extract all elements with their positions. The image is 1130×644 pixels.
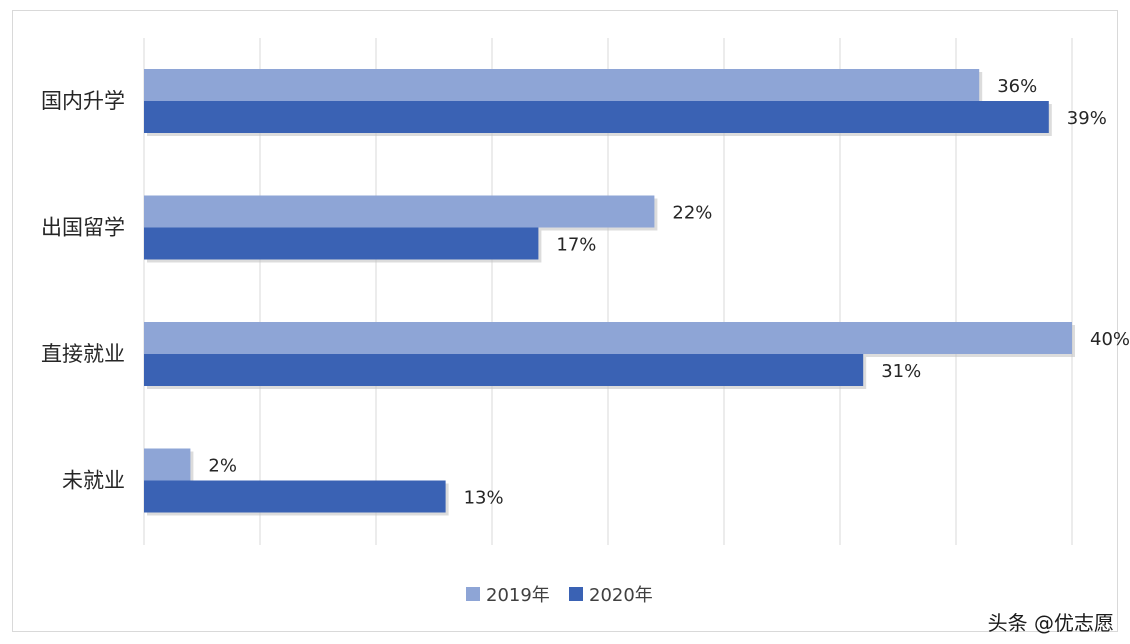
category-label: 国内升学 bbox=[41, 89, 125, 113]
bar bbox=[144, 448, 191, 481]
data-label: 22% bbox=[672, 203, 712, 224]
label-group: 国内升学 36% 39% 出国留学 22% 17% 直接就业 40% 31% 未就业 2% 13% bbox=[41, 76, 1130, 509]
legend-label: 2019年 bbox=[486, 585, 550, 606]
watermark-credit: 头条 @优志愿 bbox=[987, 611, 1114, 635]
bar bbox=[144, 101, 1049, 133]
bar-group bbox=[144, 69, 1075, 516]
data-label: 40% bbox=[1090, 329, 1130, 350]
data-label: 31% bbox=[881, 361, 921, 382]
bar bbox=[144, 480, 446, 513]
legend-swatch bbox=[466, 587, 480, 601]
data-label: 17% bbox=[556, 235, 596, 256]
category-label: 未就业 bbox=[62, 469, 125, 493]
category-label: 出国留学 bbox=[41, 216, 125, 240]
bar bbox=[144, 322, 1072, 354]
data-label: 2% bbox=[208, 456, 237, 477]
data-label: 39% bbox=[1067, 108, 1107, 129]
category-label: 直接就业 bbox=[41, 342, 125, 366]
bar bbox=[144, 195, 655, 228]
legend: 2019年 2020年 bbox=[466, 585, 653, 606]
legend-label: 2020年 bbox=[589, 585, 653, 606]
data-label: 13% bbox=[464, 488, 504, 509]
legend-swatch bbox=[569, 587, 583, 601]
bar bbox=[144, 227, 539, 260]
chart-frame bbox=[12, 10, 1118, 632]
bar bbox=[144, 69, 980, 101]
bar bbox=[144, 354, 864, 386]
data-label: 36% bbox=[997, 76, 1037, 97]
